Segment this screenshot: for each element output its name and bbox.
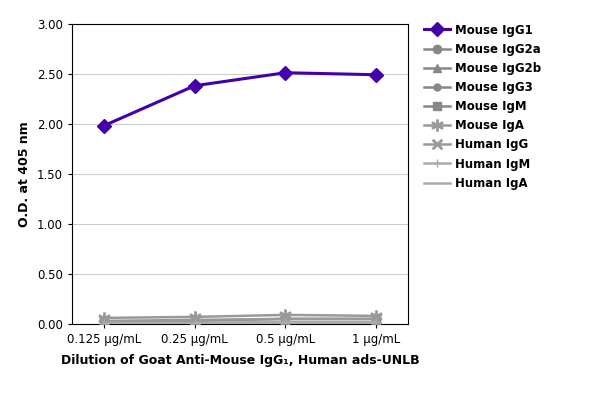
Line: Mouse IgA: Mouse IgA [98,309,382,324]
Human IgG [282,316,289,321]
Line: Human IgG: Human IgG [99,314,381,326]
Human IgG [100,318,107,323]
Mouse IgM [282,316,289,321]
Line: Mouse IgG2b: Mouse IgG2b [100,319,380,327]
Mouse IgM [191,318,198,323]
Mouse IgG1 [100,123,107,128]
Legend: Mouse IgG1, Mouse IgG2a, Mouse IgG2b, Mouse IgG3, Mouse IgM, Mouse IgA, Human Ig: Mouse IgG1, Mouse IgG2a, Mouse IgG2b, Mo… [424,24,541,190]
Human IgM [100,320,107,325]
Mouse IgA [100,316,107,320]
Line: Mouse IgG1: Mouse IgG1 [99,68,381,131]
Mouse IgA [373,314,380,318]
Human IgM [191,320,198,325]
Human IgG [191,318,198,322]
Line: Mouse IgM: Mouse IgM [100,315,380,326]
Human IgA [191,320,198,325]
Mouse IgG3 [191,320,198,325]
Mouse IgG1 [373,72,380,77]
Mouse IgG3 [100,320,107,325]
X-axis label: Dilution of Goat Anti-Mouse IgG₁, Human ads-UNLB: Dilution of Goat Anti-Mouse IgG₁, Human … [61,354,419,367]
Mouse IgM [100,320,107,324]
Human IgG [373,316,380,321]
Mouse IgG1 [191,83,198,88]
Human IgM [282,320,289,324]
Mouse IgG2b [373,320,380,325]
Mouse IgA [191,314,198,319]
Mouse IgG2a [373,320,380,325]
Human IgA [100,320,107,325]
Line: Mouse IgG3: Mouse IgG3 [100,320,380,326]
Mouse IgG2a [191,320,198,325]
Human IgA [373,320,380,325]
Line: Human IgM: Human IgM [100,318,380,327]
Mouse IgG2b [282,320,289,325]
Mouse IgA [282,312,289,317]
Human IgA [282,320,289,325]
Mouse IgG3 [373,320,380,325]
Mouse IgG1 [282,70,289,75]
Mouse IgG2b [100,320,107,325]
Mouse IgG3 [282,320,289,325]
Mouse IgM [373,316,380,321]
Mouse IgG2a [100,320,107,325]
Human IgM [373,320,380,324]
Line: Mouse IgG2a: Mouse IgG2a [100,319,380,327]
Mouse IgG2b [191,320,198,325]
Y-axis label: O.D. at 405 nm: O.D. at 405 nm [19,121,31,227]
Mouse IgG2a [282,320,289,325]
